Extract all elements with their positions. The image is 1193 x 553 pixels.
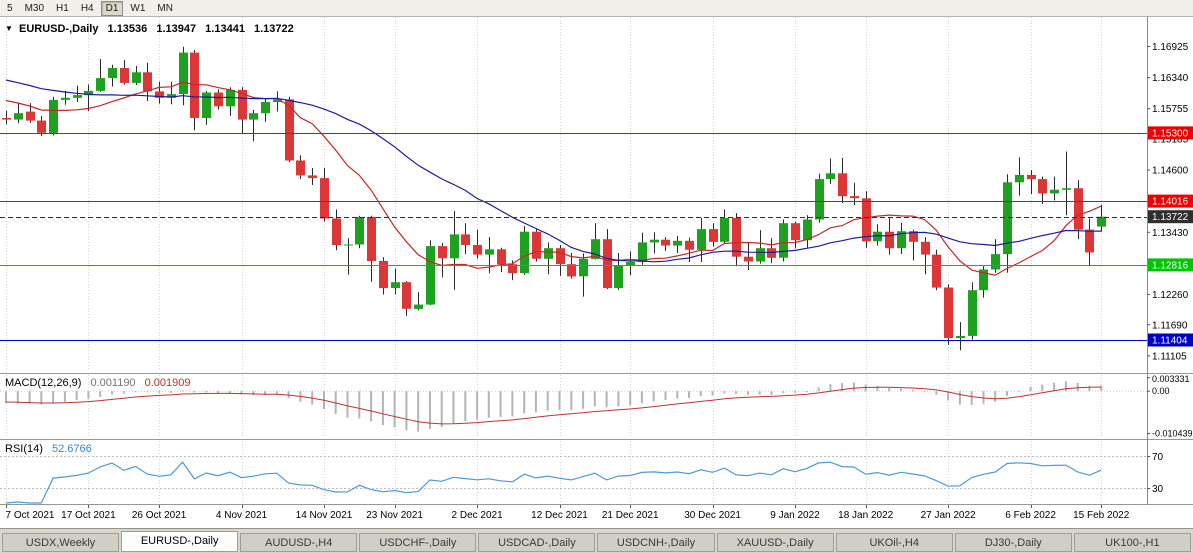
svg-text:1.11404: 1.11404 (1152, 336, 1188, 347)
timeframe-button-m30[interactable]: M30 (24, 2, 45, 14)
svg-text:1.14600: 1.14600 (1152, 166, 1189, 177)
svg-text:1.13430: 1.13430 (1152, 228, 1189, 239)
timeframe-button-h1[interactable]: H1 (56, 2, 69, 14)
chart-window[interactable]: 1.16925 1.16340 1.15755 1.15185 1.14600 1.134… (0, 17, 1193, 528)
ohlc-low: 1.13441 (205, 23, 245, 35)
svg-text:15 Feb 2022: 15 Feb 2022 (1073, 510, 1130, 521)
chart-canvas[interactable]: 1.16925 1.16340 1.15755 1.15185 1.14600 1.134… (0, 17, 1193, 528)
symbol-timeframe-label: EURUSD-,Daily (18, 23, 99, 35)
ohlc-open: 1.13536 (107, 23, 148, 35)
svg-text:1.13722: 1.13722 (1152, 212, 1189, 223)
macd-main-value: 0.001190 (90, 377, 136, 389)
svg-text:2 Dec 2021: 2 Dec 2021 (452, 510, 504, 521)
svg-text:1.12816: 1.12816 (1152, 260, 1189, 271)
svg-text:12 Dec 2021: 12 Dec 2021 (531, 510, 588, 521)
macd-signal-line (5, 386, 1102, 425)
svg-text:21 Dec 2021: 21 Dec 2021 (602, 510, 659, 521)
tab-usdchf-daily[interactable]: USDCHF-,Daily (359, 533, 477, 552)
svg-text:1.16925: 1.16925 (1152, 42, 1189, 53)
timeframe-button-d1[interactable]: D1 (100, 0, 124, 16)
svg-text:9 Jan 2022: 9 Jan 2022 (770, 510, 820, 521)
svg-text:1.15755: 1.15755 (1152, 104, 1189, 115)
price-axis: 1.16925 1.16340 1.15755 1.15185 1.14600 1.134… (1147, 42, 1189, 362)
svg-text:1.15185: 1.15185 (1152, 135, 1189, 146)
tab-uk100-h1[interactable]: UK100-,H1 (1073, 533, 1191, 552)
collapse-chart-icon[interactable]: ▼ (5, 24, 13, 33)
fast-ma-line (5, 81, 1102, 276)
candlesticks (2, 46, 1106, 351)
svg-text:4 Nov 2021: 4 Nov 2021 (216, 510, 268, 521)
tab-usdx-weekly[interactable]: USDX,Weekly (2, 533, 120, 552)
slow-ma-line (5, 79, 1102, 263)
tab-audusd-h4[interactable]: AUDUSD-,H4 (240, 533, 358, 552)
macd-label: MACD(12,26,9) (5, 377, 82, 389)
rsi-value: 52.6766 (51, 443, 92, 455)
tab-dj30-daily[interactable]: DJ30-,Daily (954, 533, 1072, 552)
rsi-label: RSI(14) (5, 443, 43, 455)
macd-indicator-header: MACD(12,26,9) 0.001190 0.001909 (5, 377, 197, 389)
svg-text:-0.010439: -0.010439 (1152, 429, 1193, 439)
timeframe-button-w1[interactable]: W1 (130, 2, 146, 14)
svg-text:14 Nov 2021: 14 Nov 2021 (296, 510, 353, 521)
tab-usdcnh-daily[interactable]: USDCNH-,Daily (597, 533, 715, 552)
timeframe-button-mn[interactable]: MN (157, 2, 173, 14)
svg-text:6 Feb 2022: 6 Feb 2022 (1005, 510, 1056, 521)
macd-signal-value: 0.001909 (144, 377, 191, 389)
svg-text:17 Oct 2021: 17 Oct 2021 (61, 510, 116, 521)
horizontal-levels (0, 133, 1147, 341)
date-axis: 7 Oct 2021 17 Oct 2021 26 Oct 2021 4 Nov 20… (6, 505, 1130, 521)
ohlc-close: 1.13722 (254, 23, 294, 35)
svg-text:30 Dec 2021: 30 Dec 2021 (684, 510, 741, 521)
svg-text:70: 70 (1152, 452, 1164, 463)
svg-text:26 Oct 2021: 26 Oct 2021 (132, 510, 187, 521)
svg-text:1.14016: 1.14016 (1152, 197, 1189, 208)
svg-text:30: 30 (1152, 484, 1164, 495)
tab-ukoil-h4[interactable]: UKOil-,H4 (835, 533, 953, 552)
chart-title: ▼ EURUSD-,Daily 1.13536 1.13947 1.13441 … (5, 23, 300, 35)
rsi-line (5, 461, 1102, 504)
tab-usdcad-daily[interactable]: USDCAD-,Daily (478, 533, 596, 552)
svg-text:1.11690: 1.11690 (1152, 320, 1188, 331)
svg-text:1.15300: 1.15300 (1152, 128, 1189, 139)
timeframe-toolbar: 5 M30 H1 H4 D1 W1 MN (0, 0, 1193, 17)
tab-eurusd-daily[interactable]: EURUSD-,Daily (121, 531, 239, 552)
rsi-indicator-header: RSI(14) 52.6766 (5, 443, 98, 455)
svg-text:23 Nov 2021: 23 Nov 2021 (366, 510, 423, 521)
chart-tab-bar: USDX,Weekly EURUSD-,Daily AUDUSD-,H4 USD… (0, 528, 1193, 553)
axis-price-labels: 1.15300 1.14016 1.13722 1.12816 1.11404 (1148, 126, 1193, 347)
svg-text:0.00: 0.00 (1152, 386, 1170, 396)
tab-xauusd-daily[interactable]: XAUUSD-,Daily (716, 533, 834, 552)
macd-axis: 0.003331 0.00 -0.010439 (1147, 374, 1193, 439)
timeframe-button-5[interactable]: 5 (7, 2, 13, 14)
svg-text:27 Jan 2022: 27 Jan 2022 (921, 510, 976, 521)
ohlc-high: 1.13947 (156, 23, 197, 35)
svg-text:1.12260: 1.12260 (1152, 290, 1189, 301)
svg-text:18 Jan 2022: 18 Jan 2022 (838, 510, 893, 521)
timeframe-button-h4[interactable]: H4 (80, 2, 94, 14)
svg-text:1.11105: 1.11105 (1152, 351, 1187, 362)
svg-text:1.16340: 1.16340 (1152, 73, 1189, 84)
svg-text:7 Oct 2021: 7 Oct 2021 (6, 510, 55, 521)
svg-text:0.003331: 0.003331 (1152, 374, 1190, 384)
